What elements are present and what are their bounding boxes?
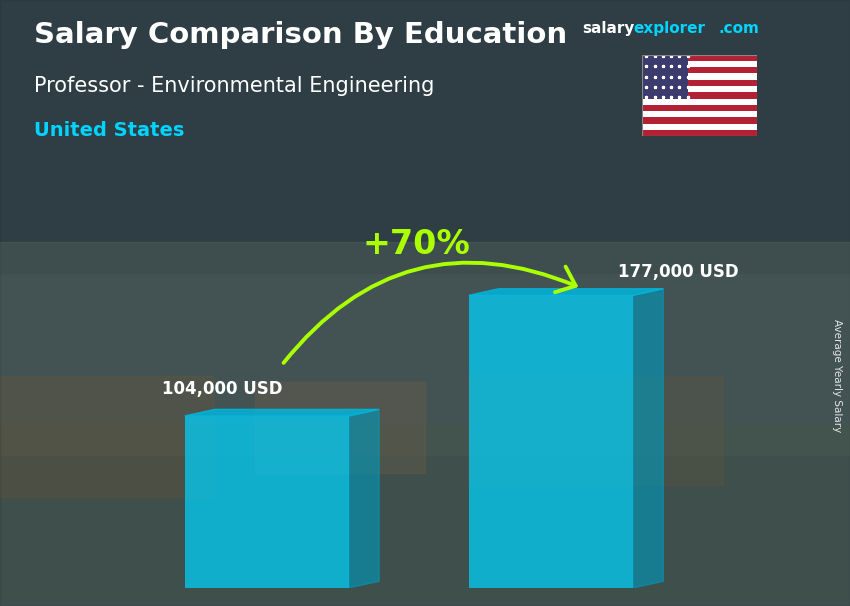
Bar [642, 61, 756, 67]
Bar [642, 111, 756, 118]
Bar [642, 55, 688, 99]
Bar [468, 376, 722, 485]
Polygon shape [469, 288, 663, 295]
Bar [642, 99, 756, 105]
Bar [642, 67, 756, 73]
Text: explorer: explorer [633, 21, 706, 36]
Polygon shape [349, 410, 379, 588]
Bar [0, 424, 850, 606]
Bar [0, 376, 212, 497]
Bar [255, 382, 425, 473]
Text: 177,000 USD: 177,000 USD [618, 263, 739, 281]
Text: +70%: +70% [363, 228, 470, 261]
Text: Professor - Environmental Engineering: Professor - Environmental Engineering [34, 76, 434, 96]
FancyArrowPatch shape [284, 262, 575, 363]
Bar [642, 86, 756, 92]
Text: Salary Comparison By Education: Salary Comparison By Education [34, 21, 567, 49]
Bar [642, 124, 756, 130]
Polygon shape [633, 288, 663, 588]
Text: United States: United States [34, 121, 184, 140]
Bar [642, 105, 756, 111]
Bar [642, 118, 756, 124]
Bar [642, 55, 756, 61]
Bar [0, 242, 850, 454]
Text: 104,000 USD: 104,000 USD [162, 380, 282, 398]
Polygon shape [184, 410, 379, 416]
Text: salary: salary [582, 21, 635, 36]
Text: Average Yearly Salary: Average Yearly Salary [832, 319, 842, 432]
Bar [642, 92, 756, 99]
Bar [184, 416, 349, 588]
Text: .com: .com [718, 21, 759, 36]
Bar [642, 73, 756, 80]
Bar [0, 0, 850, 273]
Bar [642, 80, 756, 86]
Bar [642, 130, 756, 136]
Bar [469, 295, 633, 588]
